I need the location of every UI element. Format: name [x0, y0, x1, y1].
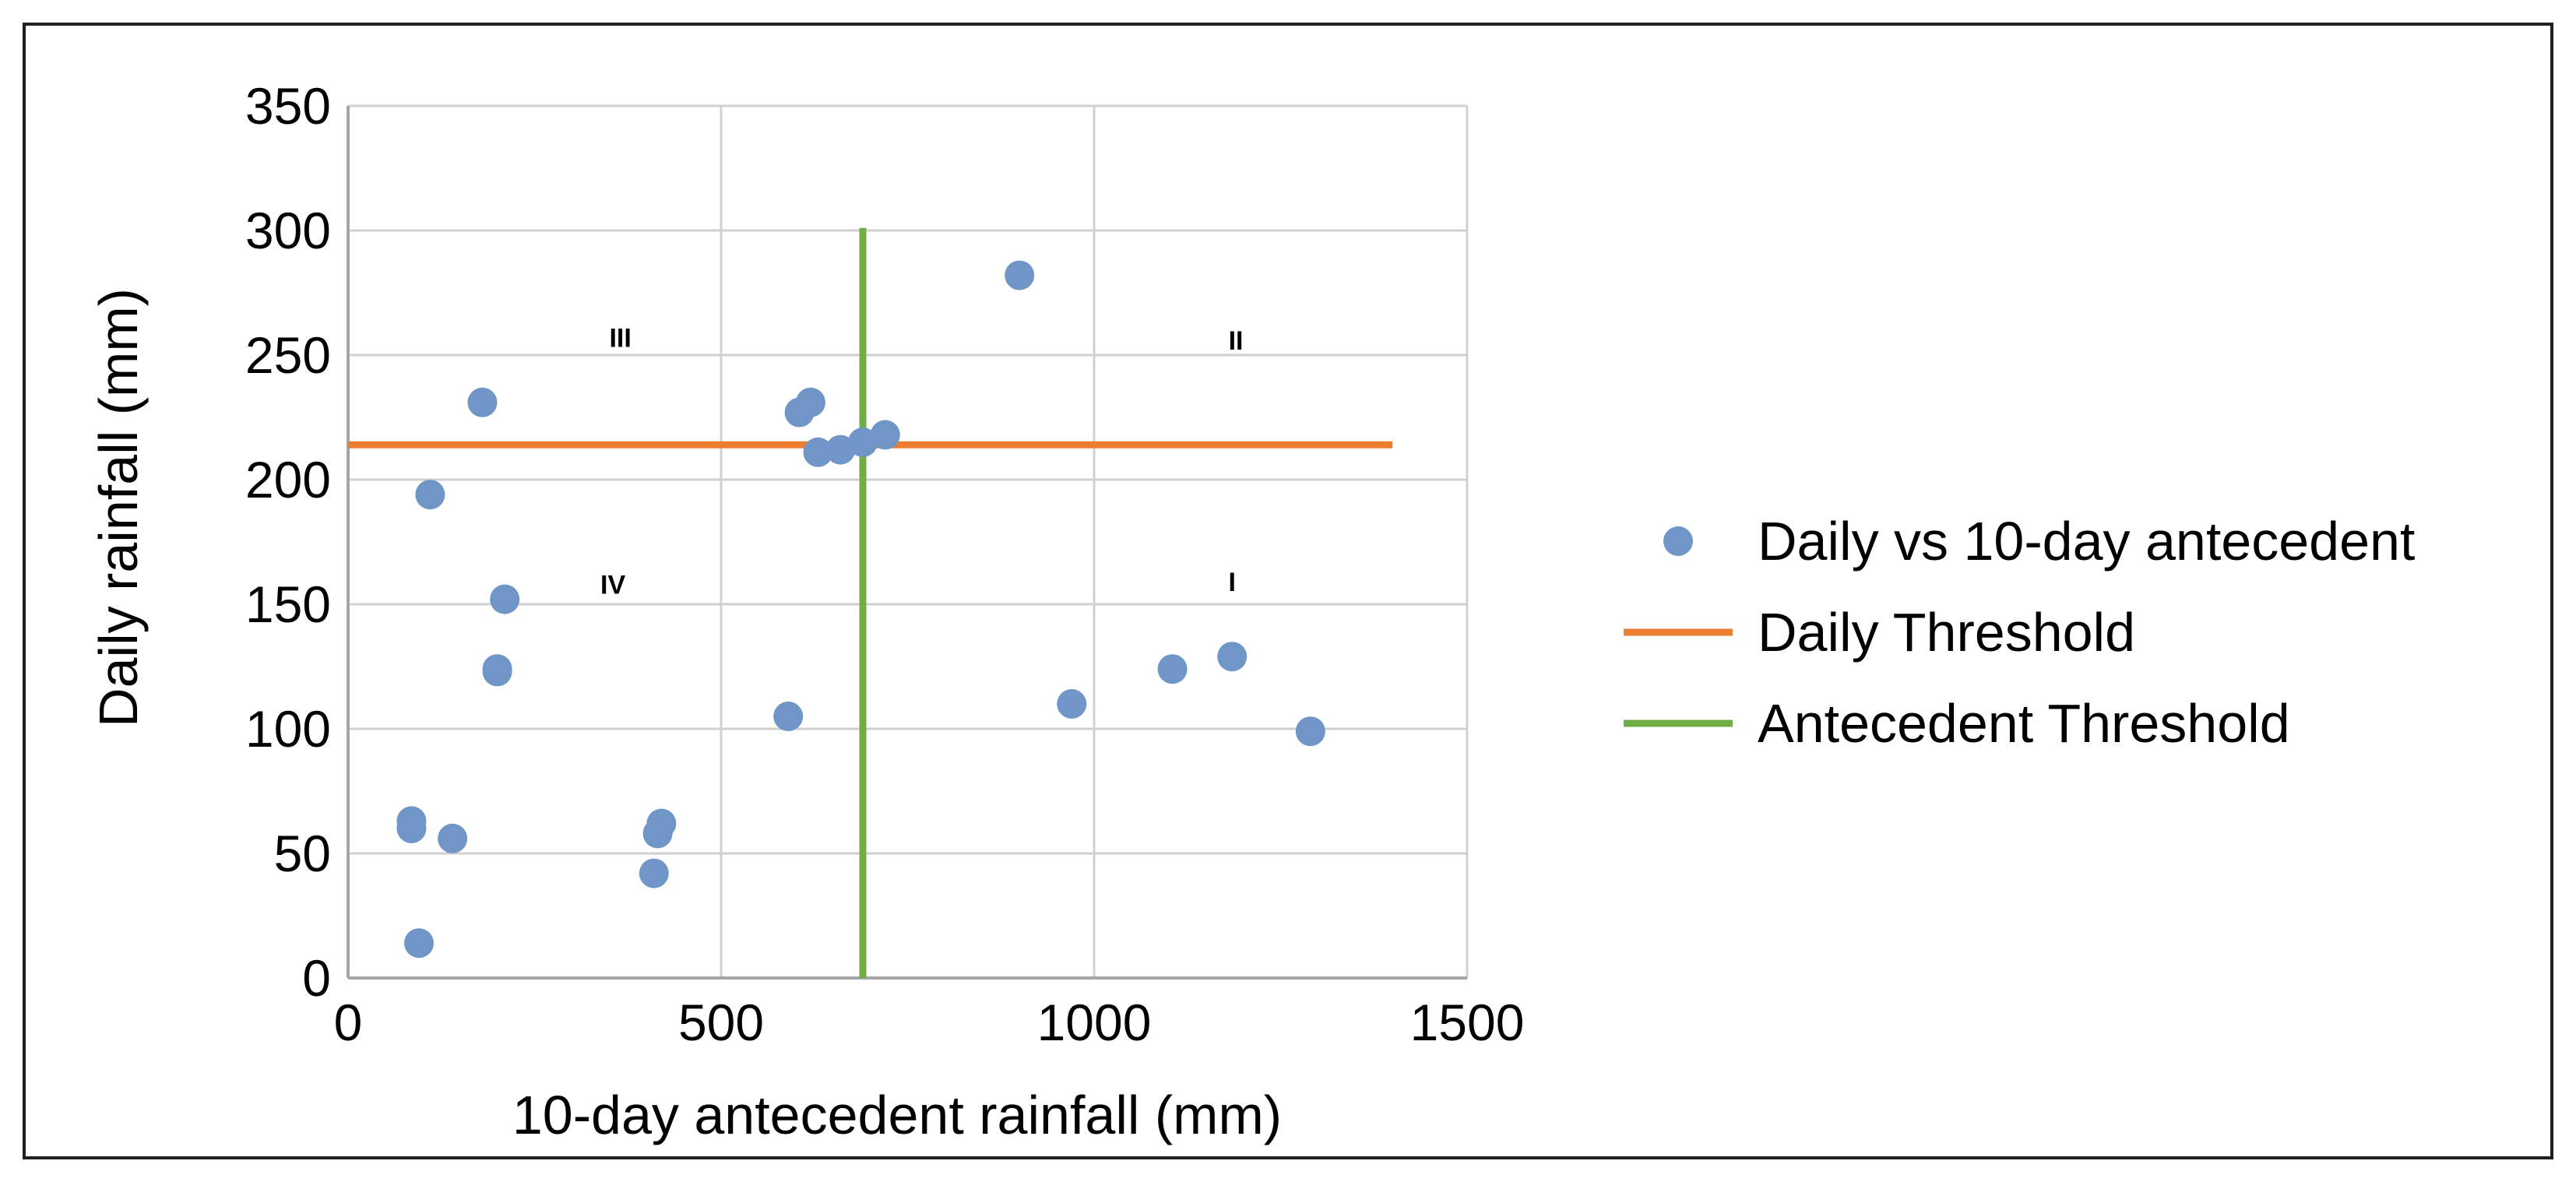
y-tick-label: 0 [302, 949, 331, 1007]
scatter-point [795, 387, 825, 417]
scatter-point [773, 702, 804, 731]
y-tick-label: 350 [245, 77, 331, 135]
x-tick-label: 1500 [1410, 994, 1525, 1051]
scatter-point [467, 387, 498, 417]
scatter-point [404, 928, 435, 959]
scatter-point [1005, 260, 1035, 290]
y-tick-label: 200 [245, 451, 331, 508]
region-label: I [1229, 568, 1236, 597]
region-label: IV [600, 570, 625, 600]
scatter-point [490, 584, 520, 614]
chart-frame [23, 23, 2553, 1159]
gridlines [348, 104, 1469, 978]
scatter-point [438, 823, 468, 853]
y-tick-label: 100 [245, 700, 331, 758]
x-tick-label: 500 [678, 994, 764, 1051]
scatter-point [1057, 689, 1087, 719]
x-axis-title: 10-day antecedent rainfall (mm) [512, 1085, 1282, 1145]
legend: Daily vs 10-day antecedent Daily Threshol… [1624, 511, 2415, 754]
x-tick-label: 1000 [1037, 994, 1152, 1051]
scatter-point [870, 420, 900, 450]
scatter-point [848, 427, 878, 457]
y-tick-label: 150 [245, 575, 331, 633]
scatter-point [639, 858, 669, 888]
region-label: II [1229, 326, 1244, 356]
scatter-point [803, 437, 833, 467]
y-tick-label: 250 [245, 326, 331, 384]
y-tick-label: 50 [274, 825, 331, 882]
legend-label: Daily Threshold [1758, 602, 2135, 663]
y-tick-label: 300 [245, 202, 331, 259]
scatter-point [415, 480, 445, 510]
tick-labels: 0 50 100 150 200 250 300 350 0 500 1000 1500 [245, 77, 1525, 1051]
scatter-point [1157, 654, 1188, 684]
y-axis-title: Daily rainfall (mm) [88, 288, 149, 727]
axes [347, 106, 1467, 980]
legend-label: Daily vs 10-day antecedent [1758, 511, 2415, 572]
legend-item: Antecedent Threshold [1624, 693, 2290, 754]
legend-item: Daily Threshold [1624, 602, 2135, 663]
legend-label: Antecedent Threshold [1758, 693, 2290, 754]
scatter-point [1217, 642, 1248, 672]
scatter-point [825, 434, 856, 465]
x-tick-label: 0 [334, 994, 363, 1051]
region-label: III [609, 324, 631, 354]
scatter-point [1295, 716, 1325, 747]
scatter-point [482, 656, 512, 687]
scatter-point [646, 808, 677, 839]
data-series [348, 227, 1393, 978]
legend-marker [1663, 526, 1693, 556]
legend-item: Daily vs 10-day antecedent [1663, 511, 2415, 572]
scatter-point [396, 814, 427, 843]
